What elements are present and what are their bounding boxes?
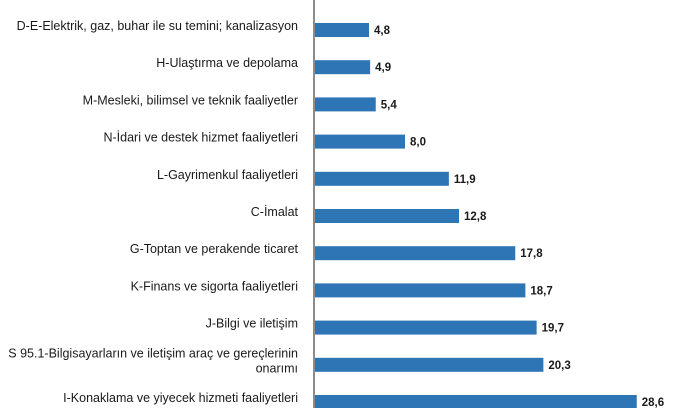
value-label: 4,9 [375, 62, 391, 74]
bar [315, 134, 405, 149]
category-label: S 95.1-Bilgisayarların ve iletişim araç … [8, 346, 298, 375]
category-label: L-Gayrimenkul faaliyetleri [157, 168, 298, 182]
value-label: 8,0 [410, 137, 426, 149]
bar [315, 60, 371, 75]
value-label: 28,6 [642, 397, 664, 408]
category-label: D-E-Elektrik, gaz, buhar ile su temini; … [17, 19, 298, 33]
bar [315, 246, 516, 261]
category-label: J-Bilgi ve iletişim [206, 317, 298, 331]
value-label: 17,8 [520, 248, 543, 260]
bar [315, 283, 526, 298]
bar [315, 320, 537, 335]
category-label: H-Ulaştırma ve depolama [156, 56, 298, 70]
category-label: K-Finans ve sigorta faaliyetleri [131, 279, 298, 293]
value-label: 18,7 [530, 285, 552, 297]
category-label: G-Toptan ve perakende ticaret [130, 242, 299, 256]
bars-group: 4,8 D-E-Elektrik, gaz, buhar ile su temin… [8, 19, 664, 408]
bar [315, 395, 637, 408]
bar [315, 97, 376, 112]
value-label: 19,7 [542, 323, 564, 335]
bar [315, 357, 544, 372]
bar [315, 171, 449, 186]
value-label: 20,3 [548, 360, 570, 372]
value-label: 5,4 [381, 99, 398, 111]
category-label: N-İdari ve destek hizmet faaliyetleri [103, 131, 298, 145]
category-label: I-Konaklama ve yiyecek hizmeti faaliyetl… [63, 391, 298, 405]
category-label: C-İmalat [251, 205, 299, 219]
category-label: M-Mesleki, bilimsel ve teknik faaliyetle… [83, 93, 298, 107]
bar [315, 209, 459, 223]
value-label: 4,8 [374, 25, 391, 37]
value-label: 12,8 [464, 211, 487, 223]
value-label: 11,9 [454, 174, 476, 186]
bar [315, 23, 369, 37]
